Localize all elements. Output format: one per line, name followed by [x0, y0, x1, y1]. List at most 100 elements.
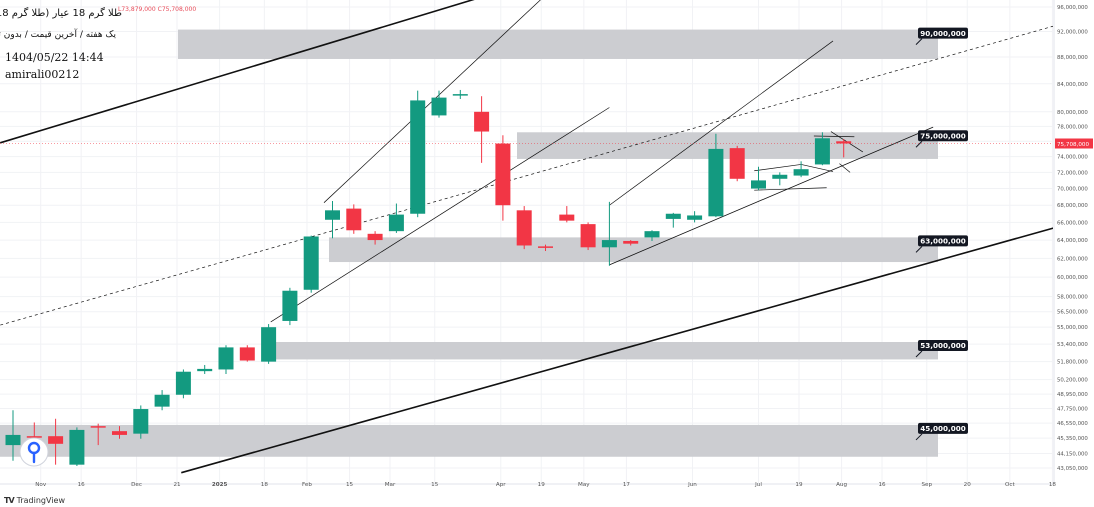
y-tick-label: 78,000,000 [1057, 124, 1088, 130]
candle [516, 206, 532, 250]
x-tick-label: Oct [1005, 482, 1015, 488]
y-tick-label: 88,000,000 [1057, 55, 1088, 61]
candle-body [133, 409, 149, 434]
candle [772, 172, 788, 186]
candle [559, 206, 575, 223]
candle-body [708, 148, 724, 217]
chart-subtitle: یک هفته / آخرین قیمت / بدون تعدیل [0, 30, 116, 40]
x-tick-label: Dec [131, 482, 142, 488]
x-tick-label: Apr [496, 482, 506, 488]
candle [346, 204, 362, 234]
candle-body [112, 431, 127, 435]
candle-body [431, 97, 447, 116]
candle [303, 235, 319, 293]
zone-label-box [918, 340, 968, 352]
candle [367, 231, 383, 245]
x-tick-label: 18 [1049, 482, 1057, 488]
candle [48, 418, 64, 465]
y-tick-label: 80,000,000 [1057, 110, 1088, 116]
x-tick-label: 18 [261, 482, 269, 488]
y-tick-label: 74,000,000 [1057, 155, 1088, 161]
y-tick-label: 43,050,000 [1057, 466, 1088, 472]
candle [452, 89, 468, 100]
candle [623, 240, 639, 246]
x-tick-label: 19 [538, 482, 546, 488]
candle-body [495, 143, 511, 206]
candle [218, 345, 234, 374]
trend-line [181, 227, 1053, 474]
candle-body [665, 213, 681, 219]
y-tick-label: 72,000,000 [1057, 170, 1088, 176]
candles [5, 89, 852, 467]
y-tick-label: 55,000,000 [1057, 325, 1088, 331]
x-tick-label: Jun [687, 482, 697, 488]
y-tick-label: 44,150,000 [1057, 451, 1088, 457]
candle-body [559, 214, 575, 221]
candle-body [623, 240, 639, 244]
candle-body [239, 347, 255, 361]
y-tick-label: 56,500,000 [1057, 310, 1088, 316]
y-tick-label: 92,000,000 [1057, 29, 1088, 35]
tradingview-logo-text: TradingView [16, 496, 65, 505]
y-tick-label: 47,750,000 [1057, 406, 1088, 412]
candle-body [452, 94, 468, 96]
candle [112, 426, 127, 439]
trend-line [270, 107, 610, 323]
candle [538, 244, 553, 251]
y-tick-label: 84,000,000 [1057, 82, 1088, 88]
x-tick-label: 15 [431, 482, 439, 488]
price-zone [0, 424, 938, 457]
candle [644, 230, 660, 241]
candle-body [26, 436, 42, 438]
price-zone [517, 132, 938, 159]
candle-body [325, 210, 340, 220]
x-tick-label: Feb [302, 482, 312, 488]
price-zone [178, 29, 938, 59]
candle-body [388, 214, 404, 232]
trend-line [609, 126, 934, 266]
zone-label-text: 53,000,000 [920, 341, 965, 350]
candle [814, 132, 830, 166]
y-tick-label: 70,000,000 [1057, 187, 1088, 193]
chart-author: amirali00212 [5, 68, 80, 81]
x-tick-label: 21 [173, 482, 181, 488]
chart-datetime: 1404/05/22 14:44 [5, 51, 104, 64]
y-tick-label: 48,950,000 [1057, 392, 1088, 398]
zone-label-pointer [915, 38, 923, 45]
candle-body [644, 231, 660, 238]
candle-body [410, 100, 426, 214]
zone-label-text: 75,000,000 [920, 131, 965, 140]
y-axis: 96,000,000 92,000,000 88,000,000 84,000,000… [1053, 0, 1093, 484]
candle-body [5, 434, 21, 446]
price-zone [268, 342, 938, 360]
candle [175, 369, 191, 399]
candle [5, 410, 21, 461]
x-tick-label: Sep [921, 482, 932, 488]
trend-line [609, 40, 834, 206]
candle [90, 423, 106, 446]
tradingview-logo-icon: TV [4, 496, 15, 505]
y-tick-label: 58,000,000 [1057, 295, 1088, 301]
trend-line [754, 187, 827, 191]
tradingview-logo[interactable]: TV TradingView [4, 496, 65, 505]
x-axis: Nov 16 Dec 21 2025 18 Feb 15 Mar 15 Apr 19 May 17 Jun J… [0, 482, 1056, 488]
candle-body [69, 429, 85, 465]
zone-label-box [918, 27, 968, 39]
candle-body [580, 224, 596, 248]
zone-label-box [918, 130, 968, 142]
trend-line [801, 164, 834, 172]
y-tick-label: 45,350,000 [1057, 436, 1088, 442]
candle [154, 390, 170, 411]
zone-label: 53,000,000 [915, 340, 968, 358]
replay-pin-icon[interactable] [19, 437, 49, 467]
candle-body [48, 436, 64, 444]
x-tick-label: 16 [878, 482, 886, 488]
candle-body [793, 169, 809, 176]
x-tick-label: Nov [35, 482, 47, 488]
y-tick-label: 53,400,000 [1057, 342, 1088, 348]
candle-body [367, 233, 383, 241]
x-tick-label: 19 [795, 482, 803, 488]
candle [580, 222, 596, 251]
